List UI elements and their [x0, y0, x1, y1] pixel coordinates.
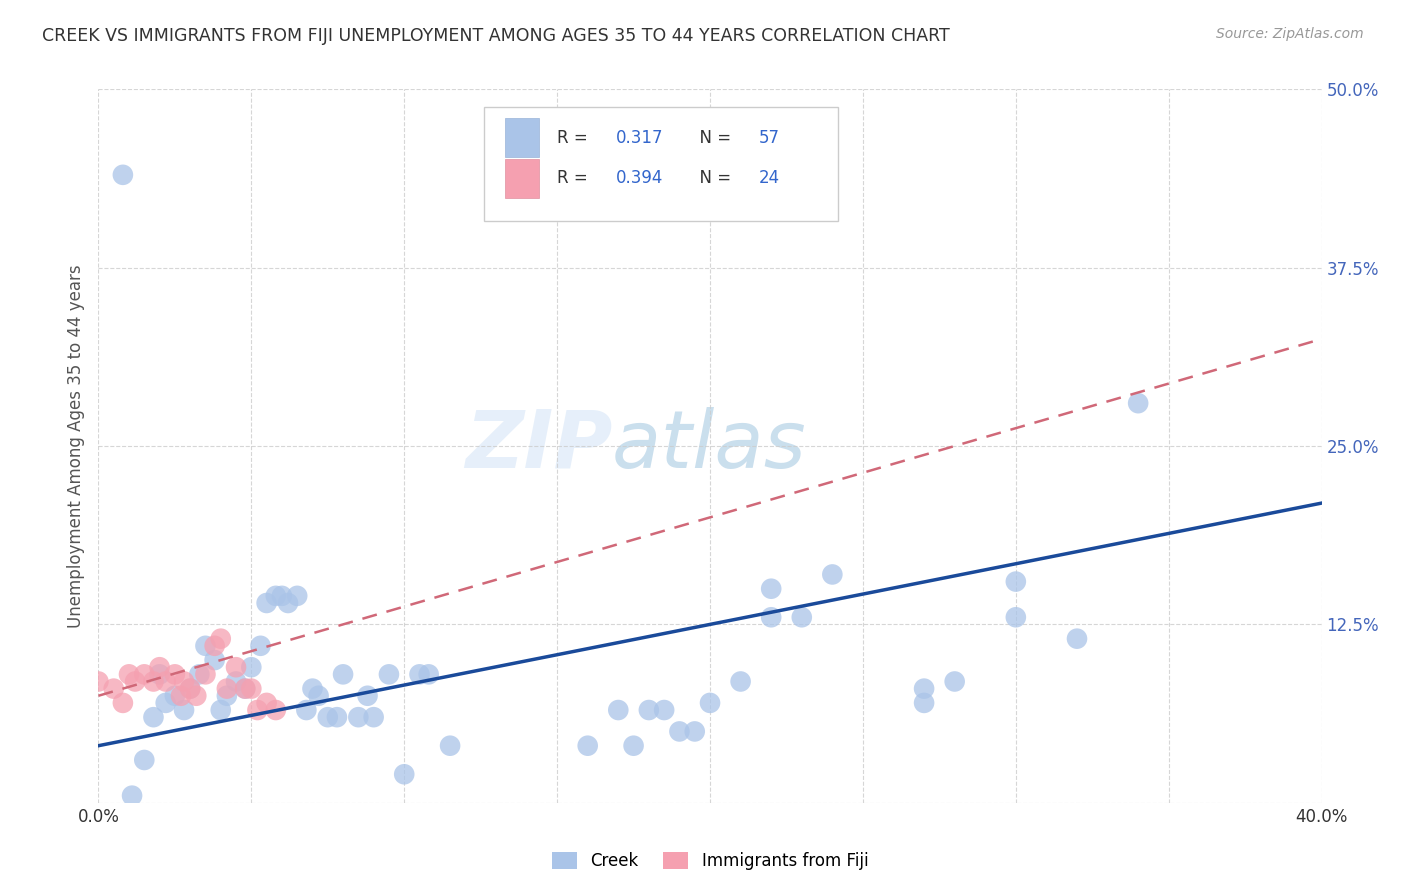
Point — [730, 674, 752, 689]
Point — [173, 674, 195, 689]
Point — [256, 696, 278, 710]
Point — [301, 681, 323, 696]
Point — [652, 703, 675, 717]
Point — [163, 689, 186, 703]
Point — [240, 660, 263, 674]
Point — [576, 739, 599, 753]
Point — [1004, 574, 1026, 589]
Bar — [505, 118, 538, 157]
Point — [103, 681, 125, 696]
Point — [1066, 632, 1088, 646]
Text: N =: N = — [689, 128, 737, 146]
Point — [295, 703, 318, 717]
Bar — [505, 159, 538, 198]
Text: R =: R = — [557, 169, 593, 187]
Point — [821, 567, 844, 582]
Point — [204, 653, 226, 667]
Point — [759, 610, 782, 624]
Point — [118, 667, 141, 681]
Point — [233, 681, 256, 696]
Point — [439, 739, 461, 753]
Point — [121, 789, 143, 803]
Point — [111, 168, 134, 182]
Point — [179, 681, 201, 696]
Point — [225, 674, 247, 689]
Point — [256, 596, 278, 610]
Point — [623, 739, 645, 753]
Point — [134, 753, 156, 767]
Text: 0.317: 0.317 — [616, 128, 664, 146]
Point — [179, 681, 201, 696]
Point — [188, 667, 211, 681]
Point — [204, 639, 226, 653]
Point — [233, 681, 256, 696]
Point — [790, 610, 813, 624]
Point — [1004, 610, 1026, 624]
Point — [87, 674, 110, 689]
Point — [408, 667, 430, 681]
Point — [225, 660, 247, 674]
Point — [155, 674, 177, 689]
Point — [759, 582, 782, 596]
Point — [142, 710, 165, 724]
Text: 0.394: 0.394 — [616, 169, 664, 187]
Point — [308, 689, 330, 703]
Point — [186, 689, 208, 703]
Text: R =: R = — [557, 128, 593, 146]
Point — [912, 696, 935, 710]
Point — [124, 674, 146, 689]
Point — [163, 667, 186, 681]
Text: 57: 57 — [759, 128, 780, 146]
Point — [155, 696, 177, 710]
Point — [270, 589, 292, 603]
Text: Source: ZipAtlas.com: Source: ZipAtlas.com — [1216, 27, 1364, 41]
Point — [215, 681, 238, 696]
Point — [246, 703, 269, 717]
Point — [149, 660, 172, 674]
Point — [209, 632, 232, 646]
Point — [378, 667, 401, 681]
Point — [264, 703, 287, 717]
Point — [418, 667, 440, 681]
Point — [277, 596, 299, 610]
Point — [326, 710, 349, 724]
Point — [363, 710, 385, 724]
Point — [215, 689, 238, 703]
Point — [316, 710, 339, 724]
Point — [240, 681, 263, 696]
Legend: Creek, Immigrants from Fiji: Creek, Immigrants from Fiji — [546, 845, 875, 877]
Point — [149, 667, 172, 681]
Point — [194, 667, 217, 681]
Y-axis label: Unemployment Among Ages 35 to 44 years: Unemployment Among Ages 35 to 44 years — [66, 264, 84, 628]
Point — [1128, 396, 1150, 410]
Point — [170, 689, 193, 703]
Text: atlas: atlas — [612, 407, 807, 485]
Point — [209, 703, 232, 717]
Point — [285, 589, 308, 603]
Point — [194, 639, 217, 653]
Point — [683, 724, 706, 739]
Point — [943, 674, 966, 689]
Point — [699, 696, 721, 710]
Point — [392, 767, 416, 781]
Point — [134, 667, 156, 681]
Text: N =: N = — [689, 169, 737, 187]
Text: CREEK VS IMMIGRANTS FROM FIJI UNEMPLOYMENT AMONG AGES 35 TO 44 YEARS CORRELATION: CREEK VS IMMIGRANTS FROM FIJI UNEMPLOYME… — [42, 27, 950, 45]
Point — [347, 710, 370, 724]
Text: ZIP: ZIP — [465, 407, 612, 485]
Point — [356, 689, 378, 703]
Point — [332, 667, 354, 681]
Point — [637, 703, 661, 717]
Point — [111, 696, 134, 710]
Point — [264, 589, 287, 603]
FancyBboxPatch shape — [484, 107, 838, 221]
Point — [607, 703, 630, 717]
Point — [912, 681, 935, 696]
Text: 24: 24 — [759, 169, 780, 187]
Point — [142, 674, 165, 689]
Point — [173, 703, 195, 717]
Point — [249, 639, 271, 653]
Point — [668, 724, 690, 739]
